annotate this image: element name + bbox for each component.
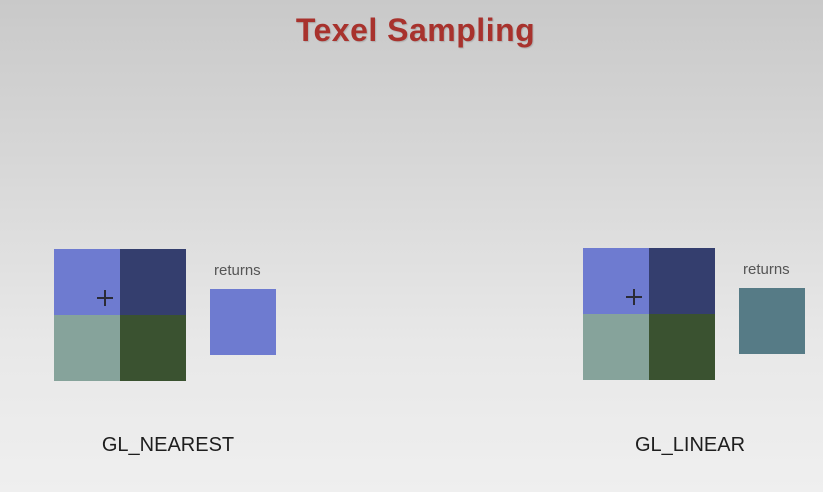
texel-top-right (649, 248, 715, 314)
texel-bottom-right (120, 315, 186, 381)
returns-label-linear: returns (743, 261, 790, 278)
slide-title: Texel Sampling (295, 12, 536, 48)
mode-label-linear: GL_LINEAR (634, 434, 746, 456)
texel-bottom-left (583, 314, 649, 380)
returns-label-nearest: returns (214, 262, 261, 279)
mode-label-nearest: GL_NEAREST (101, 434, 235, 456)
crosshair-icon (97, 290, 113, 306)
result-swatch-nearest (210, 289, 276, 355)
crosshair-icon (626, 289, 642, 305)
texel-bottom-right (649, 314, 715, 380)
texel-grid-nearest (54, 249, 186, 381)
texel-top-right (120, 249, 186, 315)
result-swatch-linear (739, 288, 805, 354)
texel-grid-linear (583, 248, 715, 380)
texel-top-left (583, 248, 649, 314)
texel-top-left (54, 249, 120, 315)
texel-bottom-left (54, 315, 120, 381)
